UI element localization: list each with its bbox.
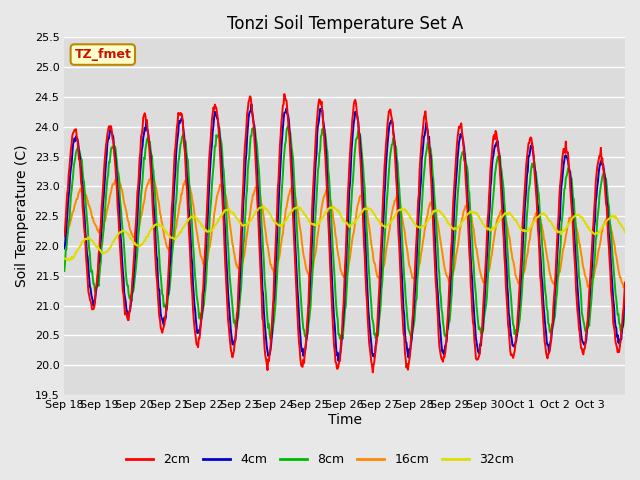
- Y-axis label: Soil Temperature (C): Soil Temperature (C): [15, 145, 29, 288]
- Legend: 2cm, 4cm, 8cm, 16cm, 32cm: 2cm, 4cm, 8cm, 16cm, 32cm: [121, 448, 519, 471]
- X-axis label: Time: Time: [328, 413, 362, 427]
- Title: Tonzi Soil Temperature Set A: Tonzi Soil Temperature Set A: [227, 15, 463, 33]
- Text: TZ_fmet: TZ_fmet: [74, 48, 131, 61]
